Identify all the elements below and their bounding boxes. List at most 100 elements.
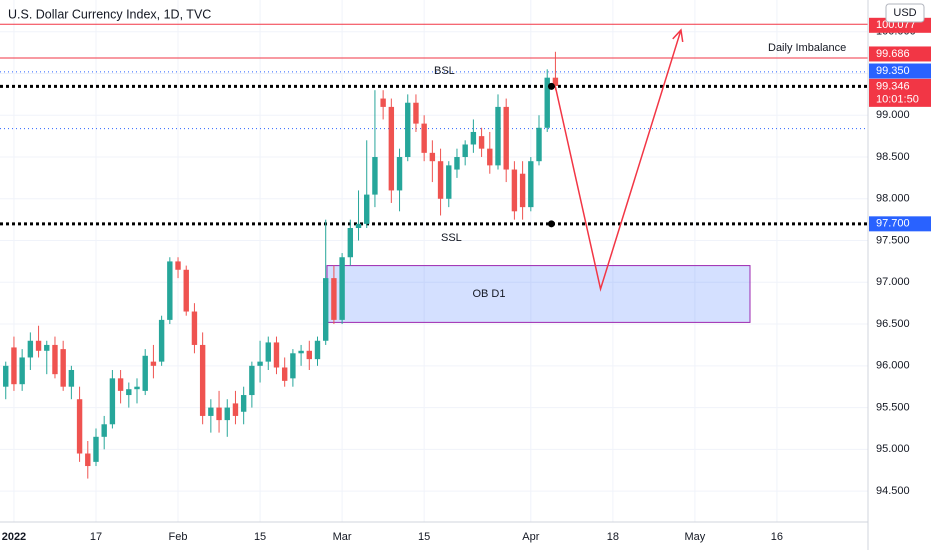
candle-body (314, 340, 321, 360)
x-tick-label: Mar (333, 531, 352, 543)
candle-body (478, 136, 485, 149)
level-marker (547, 82, 555, 90)
candle-body (183, 269, 189, 312)
candle-body (3, 365, 9, 387)
candle-body (487, 148, 493, 166)
candle-body (290, 353, 296, 379)
price-label-box (869, 216, 931, 232)
countdown: 10:01:50 (876, 93, 919, 105)
candle-body (519, 173, 526, 208)
annotation: SSL (441, 232, 462, 244)
y-tick-label: 95.500 (876, 401, 910, 413)
candle-body (396, 157, 403, 191)
price-label-box (869, 78, 931, 107)
y-tick-label: 98.000 (876, 193, 910, 205)
candle-body (405, 102, 411, 158)
candle-body (68, 369, 75, 387)
candle-body (240, 395, 247, 412)
plot-area: OB D1 (0, 23, 868, 479)
y-tick-label: 98.500 (876, 151, 910, 163)
candle-body (134, 386, 140, 390)
candle-body (199, 344, 206, 416)
chart-title: U.S. Dollar Currency Index, 1D, TVC (8, 7, 211, 21)
candle-body (421, 123, 427, 153)
candle-body (281, 367, 288, 381)
x-tick-label: 17 (90, 531, 102, 543)
candle-body (413, 102, 419, 124)
price-label: 99.686 (876, 48, 910, 60)
candle-body (27, 340, 34, 358)
order-block-zone (326, 265, 751, 323)
candle-body (52, 344, 58, 375)
candle-body (380, 98, 386, 107)
candle-body (208, 407, 214, 416)
candle-body (150, 361, 157, 366)
x-tick-label: 18 (607, 531, 619, 543)
projection-path (554, 29, 682, 292)
candle-body (503, 106, 509, 170)
candle-body (126, 389, 132, 396)
x-tick-label: Apr (522, 531, 539, 543)
candle-body (19, 357, 25, 385)
y-tick-label: 97.500 (876, 234, 910, 246)
candle-body (158, 319, 165, 362)
y-tick-label: 99.000 (876, 109, 910, 121)
candle-body (93, 436, 99, 462)
x-tick-label: 15 (254, 531, 266, 543)
x-tick-label: 2022 (2, 531, 26, 543)
candle-body (265, 342, 271, 362)
currency-box[interactable] (885, 3, 925, 23)
candle-body (495, 106, 501, 166)
candle-body (454, 157, 460, 170)
candle-body (175, 261, 181, 270)
price-label: 99.346 (876, 80, 910, 92)
candle-body (60, 349, 66, 387)
currency[interactable]: USD (893, 7, 916, 19)
candle-body (544, 77, 550, 128)
candle-body (462, 144, 468, 158)
candle-body (355, 223, 362, 229)
candle-body (101, 424, 107, 437)
level-marker (547, 220, 555, 228)
candle-body (536, 127, 542, 162)
x-tick-label: Feb (169, 531, 188, 543)
zone-label: OB D1 (472, 288, 505, 300)
x-tick-label: May (685, 531, 706, 543)
candle-body (117, 378, 124, 391)
price-label: 97.700 (876, 218, 910, 230)
candle-body (35, 340, 42, 351)
price-label-box (869, 63, 931, 79)
x-tick-label: 16 (771, 531, 783, 543)
candle-body (224, 407, 230, 421)
annotation: BSL (434, 65, 455, 77)
candle-body (191, 311, 198, 345)
axes: 94.500 95.000 95.500 96.000 96.500 97.000 97.5… (2, 17, 931, 543)
y-tick-label: 95.000 (876, 443, 910, 455)
projection-arrowhead (672, 28, 684, 43)
price-label: 99.350 (876, 65, 910, 77)
candle-body (323, 278, 329, 341)
candle-body (11, 347, 17, 385)
candle-body (528, 161, 534, 208)
candle-body (249, 365, 255, 396)
candle-body (76, 399, 83, 454)
candle-body (388, 106, 395, 191)
candle-body (142, 355, 148, 391)
candle-body (552, 77, 559, 87)
candle-body (331, 278, 337, 320)
candle-body (511, 169, 518, 212)
candle-body (167, 261, 173, 320)
candle-body (109, 378, 116, 425)
candle-body (470, 131, 477, 145)
candle-body (44, 344, 50, 351)
candle-body (364, 194, 370, 224)
candle-body (437, 161, 444, 199)
price-label-box (869, 46, 931, 62)
candle-body (446, 165, 452, 199)
annotation: Daily Imbalance (768, 42, 846, 54)
candle-body (298, 350, 304, 354)
candle-body (273, 342, 280, 368)
y-tick-label: 94.500 (876, 485, 910, 497)
